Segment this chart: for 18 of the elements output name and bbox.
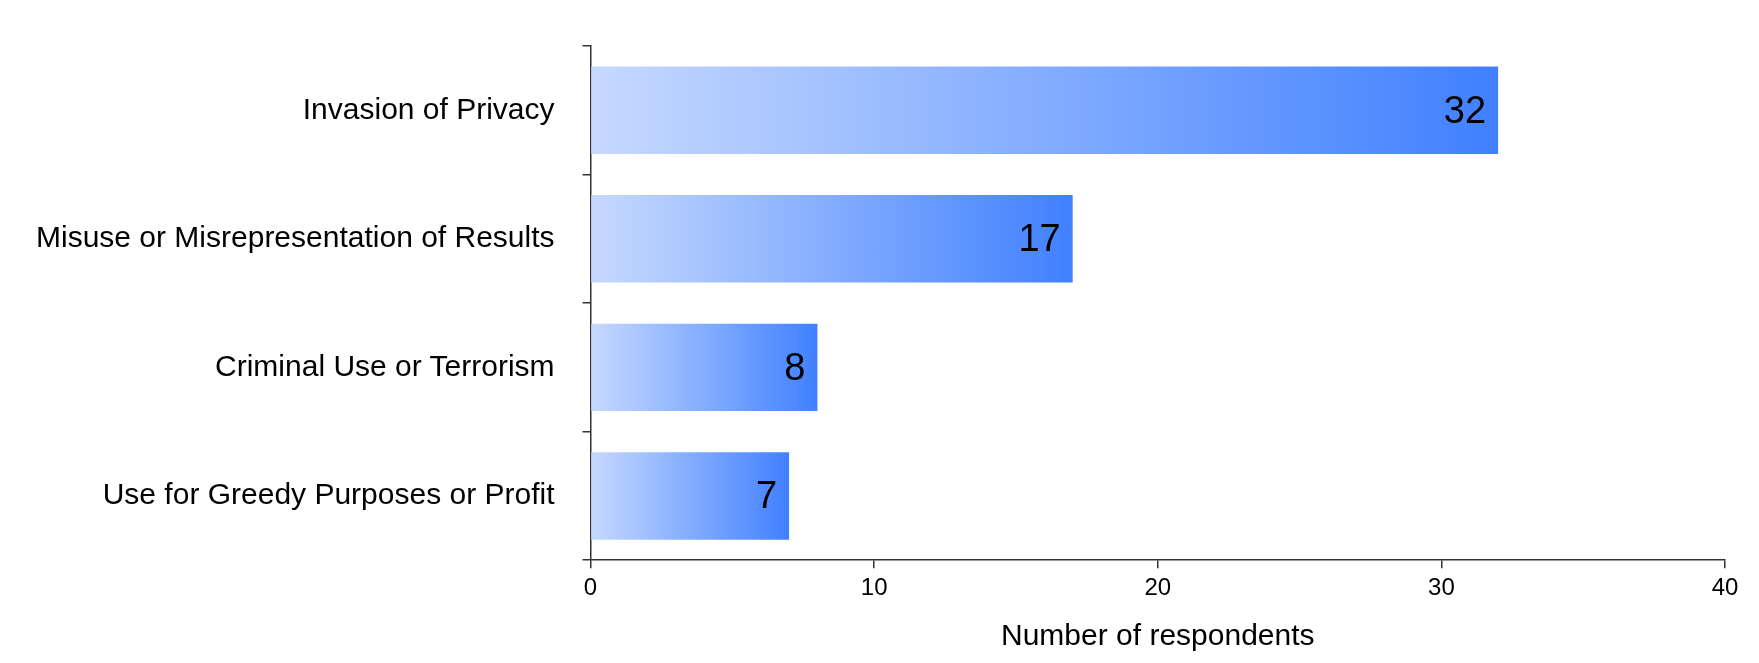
x-tick-label: 10 bbox=[860, 573, 888, 601]
x-tick-label: 0 bbox=[583, 573, 598, 601]
bar bbox=[591, 323, 818, 412]
x-axis-title: Number of respondents bbox=[1001, 618, 1315, 652]
y-tick-label: Misuse or Misrepresentation of Results bbox=[35, 220, 555, 254]
y-tick-label: Use for Greedy Purposes or Profit bbox=[102, 477, 556, 511]
data-label: 8 bbox=[784, 345, 806, 388]
x-tick-label: 20 bbox=[1144, 573, 1172, 601]
y-tick-label: Criminal Use or Terrorism bbox=[215, 348, 555, 382]
data-label: 17 bbox=[1018, 217, 1061, 260]
x-tick-label: 30 bbox=[1428, 573, 1455, 601]
bar bbox=[591, 66, 1499, 154]
data-label: 32 bbox=[1443, 88, 1487, 131]
bar bbox=[591, 452, 790, 540]
x-tick-label: 40 bbox=[1711, 573, 1739, 601]
data-label: 7 bbox=[755, 474, 778, 517]
y-tick-label: Invasion of Privacy bbox=[302, 91, 555, 125]
bar bbox=[591, 195, 1073, 283]
